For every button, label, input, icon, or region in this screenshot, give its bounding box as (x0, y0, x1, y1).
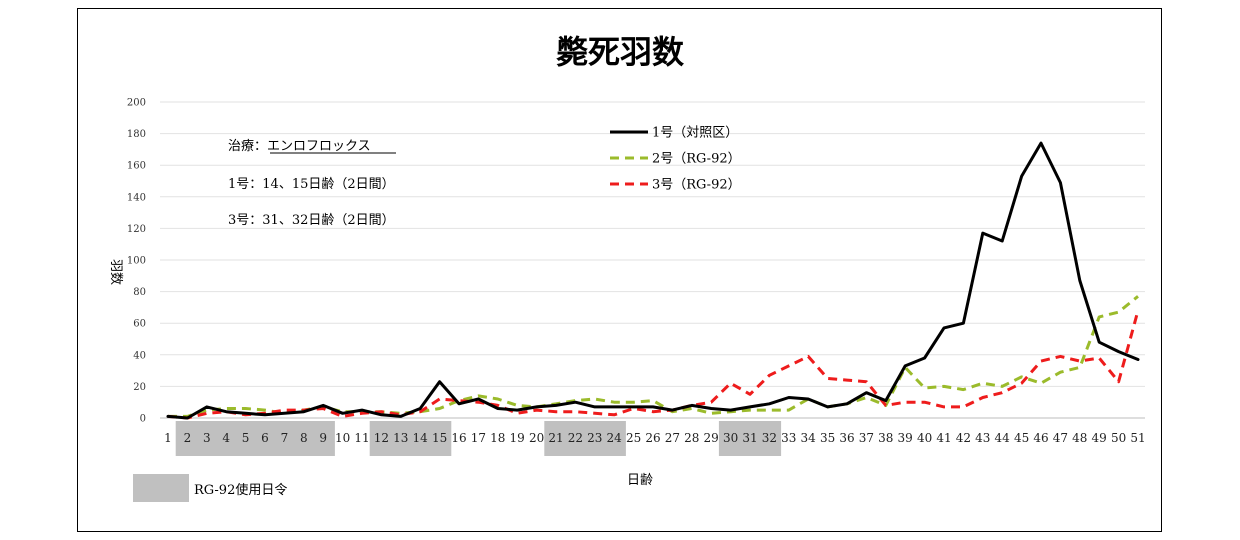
x-tick-label: 38 (878, 431, 893, 445)
x-tick-label: 47 (1053, 431, 1068, 445)
x-tick-label: 25 (626, 431, 641, 445)
chart-frame (77, 8, 1162, 532)
y-tick-label: 120 (127, 224, 146, 235)
legend: 1号（対照区） 2号（RG-92） 3号（RG-92） (610, 126, 741, 193)
x-tick-label: 43 (975, 431, 990, 445)
x-tick-layer: 1 2 3 4 5 6 7 8 9 10 11 12 13 14 15 16 17 18 19 20 21 22 23 24 2… (164, 431, 1145, 445)
x-tick-label: 11 (354, 431, 369, 445)
x-tick-label: 31 (742, 431, 757, 445)
x-tick-label: 5 (242, 431, 250, 445)
x-tick-label: 51 (1130, 431, 1145, 445)
group1-note: 1号：14、15日齢（2日間） (228, 177, 395, 192)
x-tick-label: 12 (374, 431, 389, 445)
x-tick-label: 48 (1072, 431, 1087, 445)
highlight-legend-swatch (133, 474, 189, 502)
y-tick-label: 140 (127, 192, 146, 203)
x-tick-label: 14 (413, 431, 429, 445)
x-axis-label: 日齢 (627, 473, 653, 488)
x-tick-label: 34 (801, 431, 817, 445)
x-tick-label: 50 (1111, 431, 1126, 445)
x-tick-label: 20 (529, 431, 544, 445)
x-tick-label: 19 (510, 431, 525, 445)
x-tick-label: 27 (665, 431, 680, 445)
x-tick-label: 33 (781, 431, 796, 445)
x-tick-label: 16 (451, 431, 466, 445)
y-tick-label: 20 (133, 382, 146, 393)
highlight-layer (175, 421, 782, 456)
y-tick-label: 160 (127, 161, 146, 172)
group3-note: 3号：31、32日齢（2日間） (228, 213, 395, 228)
rg92-usage-range-2 (369, 421, 452, 456)
x-tick-label: 21 (548, 431, 563, 445)
x-tick-label: 39 (898, 431, 913, 445)
x-tick-label: 18 (490, 431, 505, 445)
x-tick-label: 29 (704, 431, 719, 445)
legend-label-3: 3号（RG-92） (652, 178, 741, 193)
rg92-usage-range-4 (718, 421, 782, 456)
highlight-legend-label: RG-92使用日令 (194, 482, 287, 498)
y-tick-label: 0 (140, 414, 146, 425)
series-line-1 (166, 141, 1140, 420)
y-tick-label: 80 (133, 287, 146, 298)
x-tick-label: 9 (319, 431, 327, 445)
x-tick-label: 45 (1014, 431, 1029, 445)
x-tick-label: 37 (859, 431, 874, 445)
rg92-usage-range-1 (175, 421, 335, 456)
x-tick-label: 22 (568, 431, 583, 445)
series-line-2 (168, 295, 1139, 418)
y-tick-label: 200 (127, 98, 146, 109)
x-tick-label: 2 (184, 431, 192, 445)
x-tick-label: 1 (164, 431, 172, 445)
series-layer (166, 141, 1140, 420)
x-tick-label: 23 (587, 431, 602, 445)
x-tick-label: 41 (936, 431, 951, 445)
x-tick-label: 35 (820, 431, 835, 445)
x-tick-label: 40 (917, 431, 932, 445)
x-tick-label: 8 (300, 431, 308, 445)
x-tick-label: 36 (839, 431, 854, 445)
x-tick-label: 28 (684, 431, 699, 445)
y-tick-label: 60 (133, 319, 146, 330)
x-tick-label: 46 (1033, 431, 1048, 445)
rg92-usage-range-3 (544, 421, 626, 456)
chart-title: 斃死羽数 (556, 33, 685, 71)
legend-label-1: 1号（対照区） (652, 126, 738, 141)
grid-layer (160, 101, 1145, 419)
x-tick-label: 13 (393, 431, 408, 445)
x-tick-label: 44 (995, 431, 1011, 445)
x-tick-label: 49 (1092, 431, 1107, 445)
x-tick-label: 30 (723, 431, 738, 445)
treatment-note: 治療：エンロフロックス (228, 139, 371, 154)
y-tick-label: 100 (127, 256, 146, 267)
x-tick-label: 6 (261, 431, 269, 445)
y-axis-label: 羽数 (108, 259, 123, 285)
x-tick-label: 24 (607, 431, 623, 445)
x-tick-label: 42 (956, 431, 971, 445)
y-tick-label: 40 (133, 350, 146, 361)
x-tick-label: 3 (203, 431, 211, 445)
x-tick-label: 17 (471, 431, 486, 445)
y-tick-label: 180 (127, 129, 146, 140)
x-tick-label: 15 (432, 431, 447, 445)
x-tick-label: 26 (645, 431, 660, 445)
x-tick-label: 32 (762, 431, 777, 445)
legend-label-2: 2号（RG-92） (652, 152, 741, 167)
x-tick-label: 4 (222, 431, 230, 445)
x-tick-label: 7 (281, 431, 289, 445)
series-line-3 (167, 310, 1140, 420)
y-tick-layer: 0 20 40 60 80 100 120 140 160 180 200 (127, 98, 146, 425)
x-tick-label: 10 (335, 431, 350, 445)
